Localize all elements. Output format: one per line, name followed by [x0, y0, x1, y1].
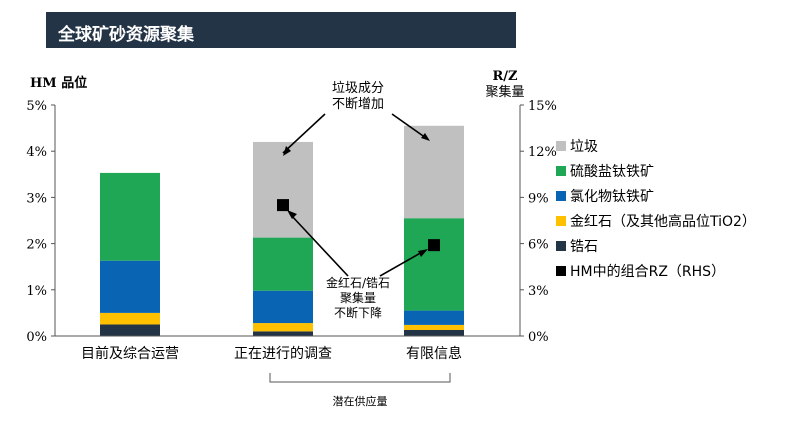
bar-segment-1: [404, 324, 464, 330]
arrow-head: [287, 210, 297, 219]
bar-segment-1: [100, 312, 160, 325]
legend-swatch: [556, 216, 566, 226]
chart-legend: 垃圾硫酸盐钛铁矿 氯化物钛铁矿金红石（及其他高品位TiO2） 锆石 HM中的组合RZ（…: [556, 135, 756, 285]
annotation-waste-line2: 不断增加: [332, 97, 384, 112]
left-tick-label: 3%: [26, 191, 47, 206]
bracket: [269, 373, 451, 383]
bar-segment-3: [404, 218, 464, 311]
right-tick-label: 12%: [528, 145, 557, 160]
annotation-waste-line1: 垃圾成分: [332, 81, 384, 96]
title-bar: [46, 12, 516, 48]
right-axis-label-line1: R/Z: [492, 69, 518, 84]
legend-item: 金红石（及其他高品位TiO2）: [556, 210, 756, 232]
bar-segment-2: [100, 260, 160, 313]
arrow-head: [418, 249, 428, 257]
bar-segment-1: [253, 323, 313, 332]
right-tick-label: 0%: [528, 330, 549, 345]
x-tick-label: 目前及综合运营: [81, 345, 179, 362]
page-title: 全球矿砂资源聚集: [58, 25, 194, 45]
right-tick-label: 9%: [528, 191, 549, 206]
bar-segment-2: [404, 310, 464, 325]
arrow-line: [379, 250, 425, 277]
bar-segment-3: [100, 172, 160, 261]
legend-item: 锆石: [556, 235, 756, 257]
legend-label: 硫酸盐钛铁矿: [570, 164, 654, 180]
right-tick-label: 3%: [528, 284, 549, 299]
annotation-rz-line1: 金红石/锆石: [326, 275, 390, 290]
bar-segment-4: [253, 141, 313, 238]
legend-item: 氯化物钛铁矿: [556, 185, 756, 207]
bar-segment-2: [253, 290, 313, 324]
bar-segment-0: [404, 329, 464, 336]
bar-segment-0: [253, 331, 313, 336]
x-tick-label: 正在进行的调查: [234, 346, 332, 362]
left-tick-label: 1%: [26, 284, 47, 299]
bar-segment-0: [100, 324, 160, 336]
right-axis-label-line2: 聚集量: [485, 84, 524, 100]
left-tick-label: 2%: [26, 238, 47, 253]
right-tick-label: 6%: [528, 238, 549, 253]
left-tick-label: 4%: [26, 145, 47, 160]
legend-label: 垃圾: [570, 139, 598, 155]
bar-segment-3: [253, 237, 313, 291]
legend-swatch: [556, 241, 566, 251]
legend-swatch: [556, 141, 566, 151]
arrow-line: [289, 213, 349, 277]
legend-swatch: [556, 166, 566, 176]
legend-swatch: [556, 191, 566, 201]
annotation-rz-line2: 聚集量: [340, 290, 376, 305]
annotation-bracket: 潜在供应量: [333, 394, 388, 408]
arrow-line: [391, 113, 427, 139]
right-tick-label: 15%: [528, 99, 557, 114]
rz-marker: [277, 199, 289, 212]
legend-item: 硫酸盐钛铁矿: [556, 160, 756, 182]
legend-label: HM中的组合RZ（RHS）: [570, 264, 726, 280]
rz-marker: [428, 239, 440, 252]
arrow-line: [282, 113, 326, 154]
legend-label: 氯化物钛铁矿: [570, 189, 654, 205]
annotation-rz-line3: 不断下降: [334, 305, 382, 320]
arrow-head: [421, 133, 430, 141]
arrow-head: [283, 146, 291, 156]
x-tick-label: 有限信息: [406, 345, 462, 362]
legend-label: 金红石（及其他高品位TiO2）: [570, 214, 756, 230]
legend-item: HM中的组合RZ（RHS）: [556, 260, 756, 282]
legend-item: 垃圾: [556, 135, 756, 157]
legend-label: 锆石: [570, 239, 598, 255]
bar-segment-4: [404, 125, 464, 219]
left-tick-label: 5%: [26, 99, 47, 114]
legend-swatch: [556, 266, 566, 276]
left-axis-label: HM 品位: [30, 75, 87, 91]
left-tick-label: 0%: [26, 330, 47, 345]
